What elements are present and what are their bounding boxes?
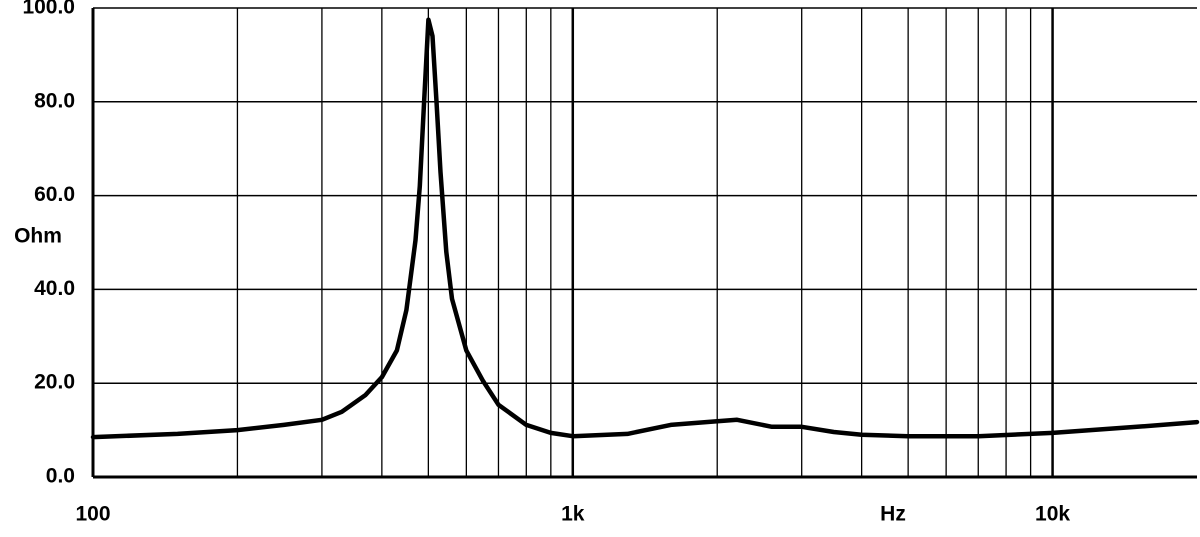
y-tick-label: 60.0 xyxy=(34,183,75,206)
x-tick-label: 100 xyxy=(75,503,110,526)
impedance-line xyxy=(90,17,1200,440)
x-axis-label: Hz xyxy=(880,503,906,526)
y-tick-label: 40.0 xyxy=(34,277,75,300)
y-axis-label: Ohm xyxy=(14,225,62,248)
x-tick-label: 1k xyxy=(561,503,585,526)
y-tick-label: 0.0 xyxy=(46,465,75,488)
y-tick-label: 100.0 xyxy=(22,0,75,19)
x-tick-label: 10k xyxy=(1035,503,1070,526)
y-tick-label: 80.0 xyxy=(34,89,75,112)
y-tick-label: 20.0 xyxy=(34,371,75,394)
